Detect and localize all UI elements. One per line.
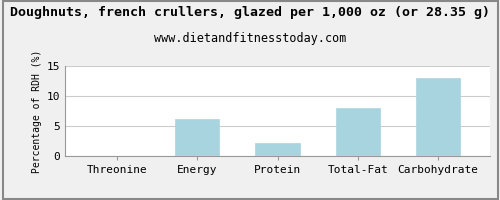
Bar: [336, 108, 380, 156]
Bar: [256, 143, 300, 156]
Y-axis label: Percentage of RDH (%): Percentage of RDH (%): [32, 49, 42, 173]
Text: www.dietandfitnesstoday.com: www.dietandfitnesstoday.com: [154, 32, 346, 45]
Bar: [176, 119, 220, 156]
Text: Doughnuts, french crullers, glazed per 1,000 oz (or 28.35 g): Doughnuts, french crullers, glazed per 1…: [10, 6, 490, 19]
Bar: [416, 78, 460, 156]
